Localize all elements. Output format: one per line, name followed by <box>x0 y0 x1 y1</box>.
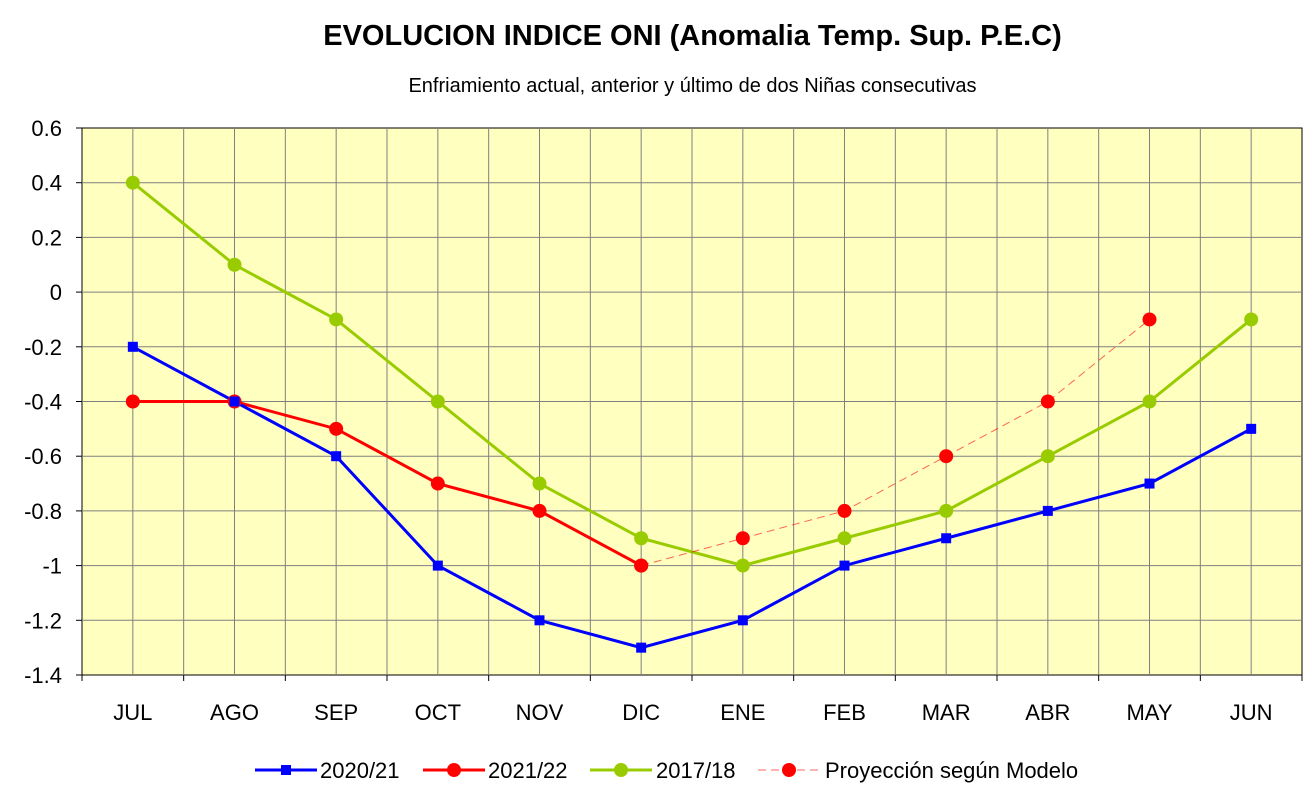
x-tick-label: JUL <box>113 700 152 725</box>
data-point <box>735 531 750 546</box>
data-point <box>1142 394 1157 409</box>
data-point <box>839 560 850 571</box>
grid-horizontal <box>82 182 1302 621</box>
series-line-proyeccion <box>641 319 1150 567</box>
x-tick-label: JUN <box>1230 700 1273 725</box>
data-point <box>430 476 445 491</box>
x-tick-label: ENE <box>720 700 765 725</box>
data-point <box>125 394 140 409</box>
chart-title: EVOLUCION INDICE ONI (Anomalia Temp. Sup… <box>323 20 1062 52</box>
data-point <box>737 615 748 626</box>
data-point <box>634 558 649 573</box>
data-point <box>735 558 750 573</box>
legend-label: Proyección según Modelo <box>825 758 1078 783</box>
data-point <box>127 341 138 352</box>
data-point <box>532 476 547 491</box>
x-tick-label: OCT <box>415 700 461 725</box>
y-tick-label: 0 <box>50 280 62 305</box>
y-tick-label: -1.4 <box>24 663 62 688</box>
x-tick-label: MAY <box>1126 700 1172 725</box>
data-point <box>229 396 240 407</box>
x-tick-label: NOV <box>516 700 564 725</box>
x-tick-label: FEB <box>823 700 866 725</box>
y-tick-label: 0.2 <box>31 225 62 250</box>
x-tick-label: DIC <box>622 700 660 725</box>
data-point <box>939 449 954 464</box>
legend-marker <box>281 765 291 775</box>
data-point <box>432 560 443 571</box>
y-tick-label: -0.2 <box>24 335 62 360</box>
x-axis: JUL AGO SEP OCT NOV DIC ENE FEB MAR ABR MAY JUN <box>81 675 1303 725</box>
data-point <box>1244 312 1259 327</box>
series-line-2020-21 <box>132 345 1252 650</box>
data-point <box>1142 312 1157 327</box>
data-point <box>331 451 342 462</box>
data-point <box>430 394 445 409</box>
data-point <box>532 503 547 518</box>
data-point <box>634 531 649 546</box>
data-point <box>534 615 545 626</box>
legend: 2020/21 2021/22 2017/18 Proyección según Mo… <box>255 758 1078 783</box>
data-point <box>1144 478 1155 489</box>
data-point <box>1246 423 1257 434</box>
data-point <box>1040 449 1055 464</box>
y-axis: 0.6 0.4 0.2 0 -0.2 -0.4 -0.6 -0.8 -1 -1.2 -1.4 <box>24 116 82 688</box>
y-tick-label: 0.6 <box>31 116 62 141</box>
data-point <box>941 533 952 544</box>
series-line-2021-22 <box>132 400 642 567</box>
data-point <box>125 175 140 190</box>
y-tick-label: -0.4 <box>24 390 62 415</box>
x-tick-label: AGO <box>210 700 259 725</box>
chart-subtitle: Enfriamiento actual, anterior y último d… <box>408 75 977 97</box>
data-point <box>329 421 344 436</box>
data-point <box>1040 394 1055 409</box>
data-point <box>227 257 242 272</box>
x-tick-label: ABR <box>1025 700 1070 725</box>
y-tick-label: -1 <box>42 554 62 579</box>
data-point <box>837 503 852 518</box>
series-markers <box>125 175 1259 653</box>
y-tick-label: 0.4 <box>31 171 62 196</box>
x-tick-label: SEP <box>314 700 358 725</box>
data-point <box>837 531 852 546</box>
data-point <box>1042 505 1053 516</box>
legend-label: 2021/22 <box>488 758 568 783</box>
data-point <box>636 642 647 653</box>
data-point <box>329 312 344 327</box>
x-tick-label: MAR <box>922 700 971 725</box>
data-point <box>939 503 954 518</box>
legend-marker <box>782 763 796 777</box>
series-lines <box>131 181 1253 650</box>
y-tick-label: -1.2 <box>24 608 62 633</box>
legend-label: 2020/21 <box>320 758 400 783</box>
y-tick-label: -0.6 <box>24 444 62 469</box>
legend-marker <box>614 763 628 777</box>
y-tick-label: -0.8 <box>24 499 62 524</box>
legend-marker <box>447 763 461 777</box>
legend-label: 2017/18 <box>656 758 736 783</box>
